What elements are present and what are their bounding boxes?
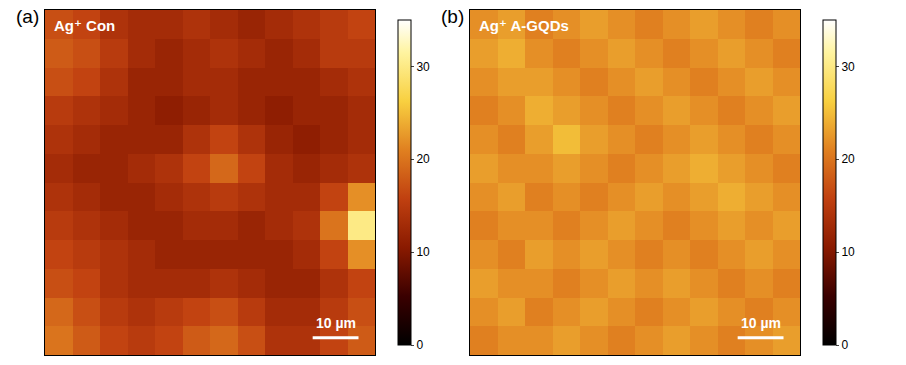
svg-text:10 µm: 10 µm [316,315,356,331]
svg-text:(a): (a) [16,6,39,27]
svg-text:30: 30 [416,60,430,74]
svg-text:20: 20 [841,152,855,166]
svg-text:10: 10 [841,245,855,259]
svg-text:20: 20 [416,152,430,166]
svg-text:(b): (b) [441,6,464,27]
svg-text:Ag⁺ Con: Ag⁺ Con [54,17,115,34]
svg-text:0: 0 [841,338,848,352]
svg-text:10 µm: 10 µm [741,315,781,331]
svg-text:Ag⁺ A-GQDs: Ag⁺ A-GQDs [479,17,569,34]
svg-text:10: 10 [416,245,430,259]
svg-text:30: 30 [841,60,855,74]
svg-text:0: 0 [416,338,423,352]
